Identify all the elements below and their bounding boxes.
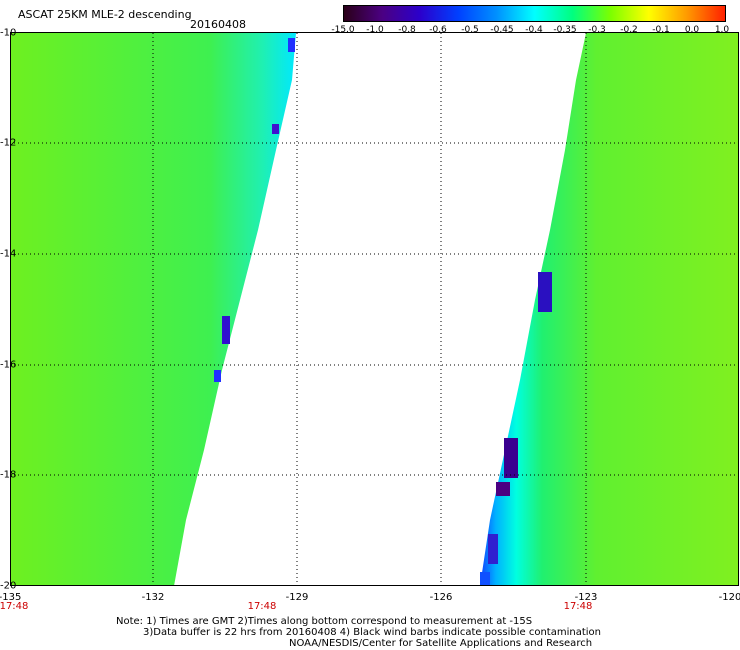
y-tick-label: -20 <box>0 580 17 592</box>
x-tick-label: -132 <box>141 592 165 603</box>
colorbar-label: -0.8 <box>398 25 416 35</box>
time-label: 17:48 <box>0 601 29 612</box>
y-tick-label: -16 <box>0 359 17 371</box>
time-label: 17:48 <box>247 601 277 612</box>
time-label: 17:48 <box>563 601 593 612</box>
colorbar-label: -0.35 <box>553 25 577 35</box>
edge-pixel <box>488 534 498 564</box>
edge-pixel <box>538 272 552 312</box>
y-tick-label: -10 <box>0 27 17 39</box>
edge-pixel <box>480 572 490 586</box>
swath-right <box>480 33 739 586</box>
edge-pixel <box>496 482 510 496</box>
edge-pixel <box>288 38 295 52</box>
x-tick-label: -123 <box>574 592 598 603</box>
colorbar-label: -0.1 <box>652 25 670 35</box>
plot-frame <box>10 32 739 586</box>
x-tick-label: -129 <box>285 592 309 603</box>
edge-pixel <box>504 438 518 478</box>
graticule <box>10 33 739 586</box>
colorbar <box>343 5 726 22</box>
colorbar-label: -1.0 <box>366 25 384 35</box>
note-line-2: 3)Data buffer is 22 hrs from 20160408 4)… <box>143 627 601 638</box>
note-line-3: NOAA/NESDIS/Center for Satellite Applica… <box>289 638 593 649</box>
product-date: 20160408 <box>190 18 246 31</box>
x-tick-label: -126 <box>429 592 453 603</box>
product-title: ASCAT 25KM MLE-2 descending <box>18 8 192 21</box>
edge-pixel <box>214 370 221 382</box>
edge-pixel <box>222 316 230 344</box>
colorbar-label: 0.0 <box>684 25 700 35</box>
edge-pixel <box>272 124 279 134</box>
note-line-1: Note: 1) Times are GMT 2)Times along bot… <box>116 616 533 627</box>
colorbar-label: 1.0 <box>714 25 730 35</box>
y-tick-label: -18 <box>0 469 17 481</box>
colorbar-label: -0.5 <box>461 25 479 35</box>
colorbar-label: -0.3 <box>588 25 606 35</box>
x-tick-label: -135 <box>0 592 22 603</box>
colorbar-label: -0.4 <box>525 25 543 35</box>
colorbar-label: -0.6 <box>429 25 447 35</box>
y-tick-label: -12 <box>0 137 17 149</box>
colorbar-label: -15.0 <box>331 25 355 35</box>
colorbar-label: -0.45 <box>490 25 514 35</box>
x-tick-label: -120 <box>718 592 740 603</box>
colorbar-label: -0.2 <box>620 25 638 35</box>
y-tick-label: -14 <box>0 248 17 260</box>
